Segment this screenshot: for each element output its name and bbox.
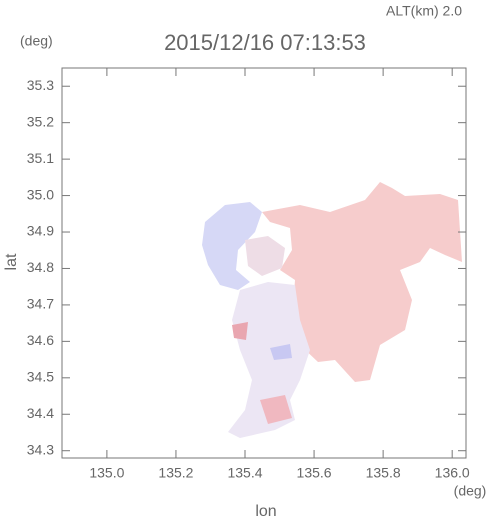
positive-region xyxy=(260,395,292,424)
x-tick-label: 135.4 xyxy=(227,465,262,481)
x-tick-label: 135.0 xyxy=(89,465,124,481)
y-tick-label: 34.6 xyxy=(27,332,54,348)
y-tick-label: 35.2 xyxy=(27,113,54,129)
y-tick-label: 34.7 xyxy=(27,296,54,312)
y-tick-label: 34.8 xyxy=(27,259,54,275)
negative-region xyxy=(202,202,262,290)
y-tick-label: 34.4 xyxy=(27,405,54,421)
positive-region xyxy=(232,322,248,340)
y-tick-label: 35.1 xyxy=(27,150,54,166)
y-tick-label: 34.9 xyxy=(27,223,54,239)
chart-title: 2015/12/16 07:13:53 xyxy=(164,30,366,55)
y-tick-label: 35.0 xyxy=(27,186,54,202)
velocity-field xyxy=(202,182,462,438)
negative-region xyxy=(270,344,292,360)
x-tick-label: 136.0 xyxy=(435,465,470,481)
y-tick-label: 34.5 xyxy=(27,369,54,385)
positive-region xyxy=(262,182,462,382)
altitude-label: ALT(km) 2.0 xyxy=(386,3,462,19)
y-tick-label: 34.3 xyxy=(27,441,54,457)
x-unit: (deg) xyxy=(454,483,487,499)
mixed-region xyxy=(228,282,310,438)
y-unit: (deg) xyxy=(20,33,53,49)
plot-frame xyxy=(61,67,467,459)
x-axis-label: lon xyxy=(255,503,276,520)
x-tick-label: 135.6 xyxy=(297,465,332,481)
x-tick-label: 135.8 xyxy=(366,465,401,481)
x-tick-label: 135.2 xyxy=(158,465,193,481)
y-tick-label: 35.3 xyxy=(27,77,54,93)
y-axis-label: lat xyxy=(3,253,20,270)
mixed-region xyxy=(245,236,285,276)
